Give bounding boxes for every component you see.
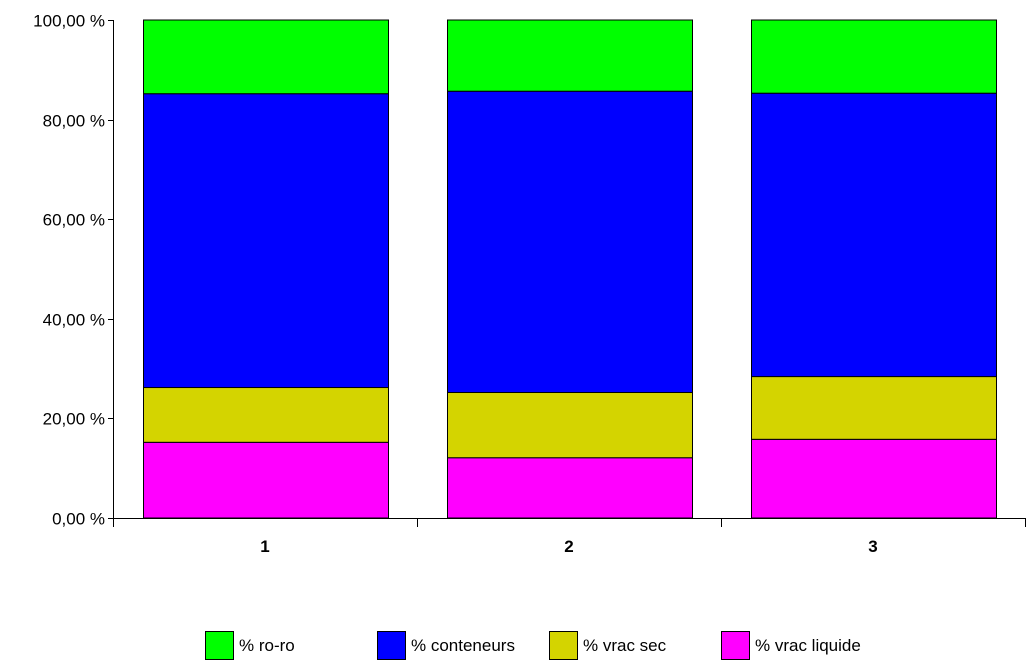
bar-segment-vrac-sec-1 xyxy=(143,387,389,443)
legend-label-vrac-liquide: % vrac liquide xyxy=(755,636,861,655)
bar-segment-ro-ro-2 xyxy=(447,19,693,92)
y-tick-label: 60,00 % xyxy=(43,211,105,230)
y-tick-label: 100,00 % xyxy=(33,12,105,31)
x-tick-label-3: 3 xyxy=(868,537,877,556)
x-tick-label-2: 2 xyxy=(564,537,573,556)
legend-label-ro-ro: % ro-ro xyxy=(239,636,295,655)
bar-segment-vrac-liquide-2 xyxy=(447,457,693,519)
bar-segment-vrac-sec-3 xyxy=(751,376,997,440)
y-axis: 0,00 % 20,00 % 40,00 % 60,00 % 80,00 % 100,00… xyxy=(33,12,114,529)
bar-segment-conteneurs-2 xyxy=(447,90,693,394)
plot-area xyxy=(143,19,997,519)
bar-segment-vrac-sec-2 xyxy=(447,392,693,459)
legend-swatch-ro-ro xyxy=(205,631,234,660)
bar-segment-vrac-liquide-3 xyxy=(751,438,997,519)
bar-segment-ro-ro-3 xyxy=(751,19,997,94)
bar-segment-vrac-liquide-1 xyxy=(143,441,389,519)
legend-swatch-conteneurs xyxy=(377,631,406,660)
y-tick-label: 20,00 % xyxy=(43,410,105,429)
bar-segment-ro-ro-1 xyxy=(143,19,389,95)
y-tick-label: 40,00 % xyxy=(43,311,105,330)
bar-segment-conteneurs-3 xyxy=(751,92,997,378)
bar-segment-conteneurs-1 xyxy=(143,93,389,389)
legend-label-vrac-sec: % vrac sec xyxy=(583,636,667,655)
legend: % ro-ro % conteneurs % vrac sec % vrac liqu… xyxy=(205,631,861,660)
y-tick-label: 80,00 % xyxy=(43,112,105,131)
legend-label-conteneurs: % conteneurs xyxy=(411,636,515,655)
legend-swatch-vrac-sec xyxy=(549,631,578,660)
legend-swatch-vrac-liquide xyxy=(721,631,750,660)
y-tick-label: 0,00 % xyxy=(52,510,105,529)
x-tick-label-1: 1 xyxy=(260,537,269,556)
x-axis: 1 2 3 xyxy=(113,518,1026,556)
